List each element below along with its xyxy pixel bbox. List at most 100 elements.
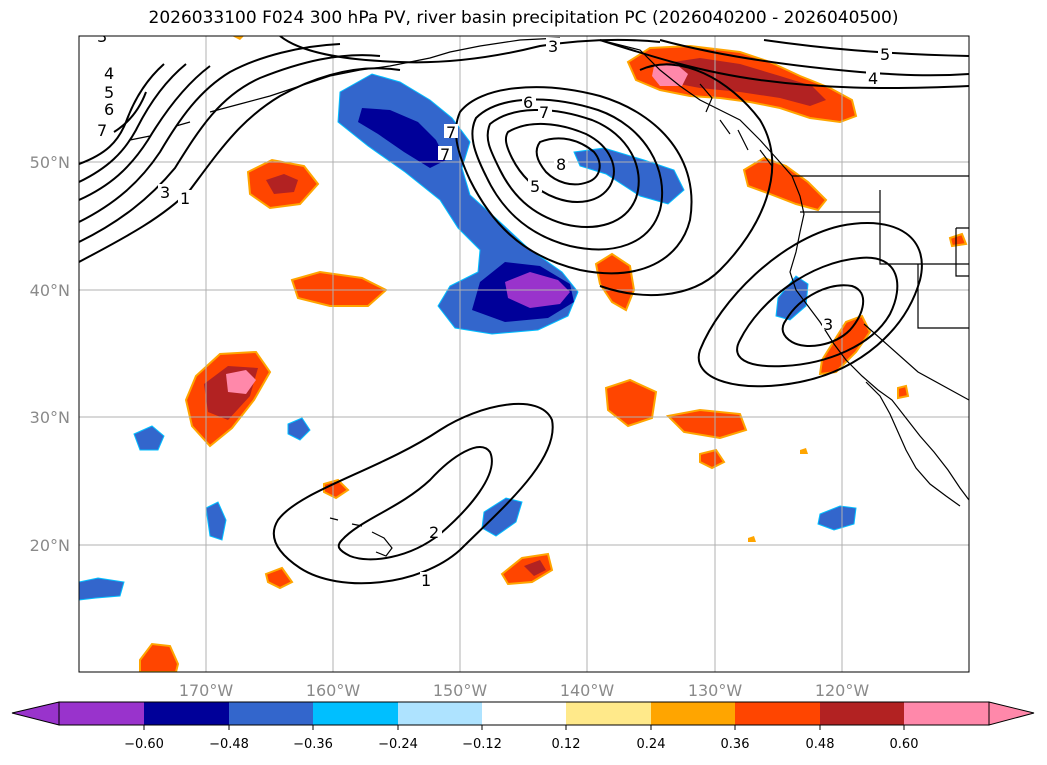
lon-label-160w: 160°W <box>306 681 361 700</box>
contour-ridge-4 <box>659 39 969 77</box>
contour-western-trough-6 <box>79 63 165 165</box>
colorbar-segment <box>144 702 229 725</box>
contour-low-6 <box>471 98 664 251</box>
alaska-panhandle-coast <box>599 39 793 177</box>
colorbar-segment <box>229 702 313 725</box>
lat-label-50n: 50°N <box>30 153 70 172</box>
pacific-blob-30N-b <box>665 408 748 440</box>
lon-label-140w: 140°W <box>560 681 615 700</box>
lon-label-120w: 120°W <box>815 681 870 700</box>
contour-label: 8 <box>556 155 566 174</box>
colorbar-tick-label: 0.12 <box>552 737 581 752</box>
colorbar-tick-label: −0.60 <box>124 737 164 752</box>
contour-western-trough-1 <box>79 67 401 263</box>
contour-label: 4 <box>104 64 114 83</box>
small-orange-4 <box>800 448 808 454</box>
alaska-aleutian-coast <box>209 37 561 113</box>
colorbar-segment <box>566 702 651 725</box>
small-orange-1 <box>948 232 968 248</box>
blue-blob-4 <box>481 497 523 537</box>
contour-label: 5 <box>530 177 540 196</box>
contour-western-trough-2 <box>79 54 381 243</box>
contour-label: 7 <box>97 121 107 140</box>
colorbar-tick-label: −0.36 <box>293 737 333 752</box>
colorbar-tick-label: −0.48 <box>209 737 249 752</box>
contour-low-7 <box>486 108 640 228</box>
colorbar-tick-label: 0.48 <box>806 737 835 752</box>
contour-cutoff-1 <box>697 222 923 388</box>
contour-label: 5 <box>104 83 114 102</box>
pacific-blob-42N-east <box>594 252 636 312</box>
contour-label: 3 <box>823 315 833 334</box>
contour-subtropical-1 <box>272 402 554 585</box>
contour-low-outer <box>599 63 774 297</box>
lat-label-20n: 20°N <box>30 536 70 555</box>
lat-label-30n: 30°N <box>30 408 70 427</box>
blue-blob-3 <box>205 501 227 541</box>
contour-western-trough-5 <box>79 63 187 183</box>
contour-label: 2 <box>429 523 439 542</box>
map-plot-area: 3 4 5 6 7 1 3 6 7 8 5 7 7 3 <box>79 27 969 672</box>
coastlines <box>129 37 969 557</box>
colorbar-segment <box>735 702 820 725</box>
contour-western-trough-4 <box>79 65 211 201</box>
colorbar-segment <box>398 702 482 725</box>
colorbar-segment <box>904 702 989 725</box>
contour-label: 1 <box>421 571 431 590</box>
pacific-blob-32N-pink <box>226 370 256 394</box>
aleutian-islands <box>129 121 191 141</box>
blue-blob-2 <box>287 417 311 441</box>
small-orange-5 <box>232 36 244 40</box>
pacific-blob-26N <box>699 448 726 470</box>
contour-western-trough-3 <box>79 43 341 223</box>
contour-label: 6 <box>523 93 533 112</box>
contour-label: 6 <box>104 100 114 119</box>
negative-anomaly-shading <box>79 73 857 601</box>
blue-blob-1 <box>133 425 165 451</box>
contour-low-8b <box>535 137 601 186</box>
colorbar-tick-label: −0.12 <box>462 737 502 752</box>
contour-cutoff-3 <box>781 284 864 347</box>
pacific-blob-12N <box>139 642 180 672</box>
colorbar-segment <box>820 702 904 725</box>
bc-coast-pink <box>652 64 688 86</box>
pacific-blob-50N-core <box>266 174 298 194</box>
contour-upper-1 <box>279 36 661 64</box>
pacific-northwest-coast <box>789 175 969 501</box>
blue-blob-5 <box>817 505 857 531</box>
bc-islands <box>699 83 773 167</box>
contour-labels: 3 4 5 6 7 1 3 6 7 8 5 7 7 3 <box>96 27 892 590</box>
colorbar: −0.60 −0.48 −0.36 −0.24 −0.12 0.12 0.24 … <box>11 701 1035 752</box>
colorbar-tick-label: 0.60 <box>890 737 919 752</box>
lon-label-130w: 130°W <box>688 681 743 700</box>
contour-label: 7 <box>440 145 450 164</box>
lon-label-150w: 150°W <box>433 681 488 700</box>
lat-label-40n: 40°N <box>30 281 70 300</box>
map-title: 2026033100 F024 300 hPa PV, river basin … <box>148 8 899 28</box>
contour-label: 3 <box>548 37 558 56</box>
contour-label: 5 <box>880 45 890 64</box>
contour-label: 7 <box>446 123 456 142</box>
blue-blob-6 <box>79 577 125 601</box>
pv-contours <box>79 36 969 585</box>
contour-subtropical-2 <box>337 446 493 561</box>
colorbar-extend-low <box>11 701 60 726</box>
contour-cutoff-2 <box>736 256 899 368</box>
pacific-blob-24N <box>323 478 350 500</box>
map-frame <box>78 35 970 673</box>
baja-coast <box>865 381 961 507</box>
contour-ridge-5 <box>763 39 969 57</box>
contour-label: 3 <box>97 27 107 46</box>
small-orange-3 <box>748 536 756 542</box>
colorbar-segment <box>313 702 398 725</box>
colorbar-segment <box>651 702 735 725</box>
contour-label: 4 <box>868 69 878 88</box>
contour-ridge-3 <box>599 39 969 89</box>
state-borders <box>800 190 969 401</box>
washington-orange <box>742 156 828 212</box>
colorbar-tick-label: −0.24 <box>378 737 418 752</box>
hawaii-islands <box>329 517 393 557</box>
colorbar-extend-high <box>988 701 1035 726</box>
contour-label: 7 <box>539 103 549 122</box>
